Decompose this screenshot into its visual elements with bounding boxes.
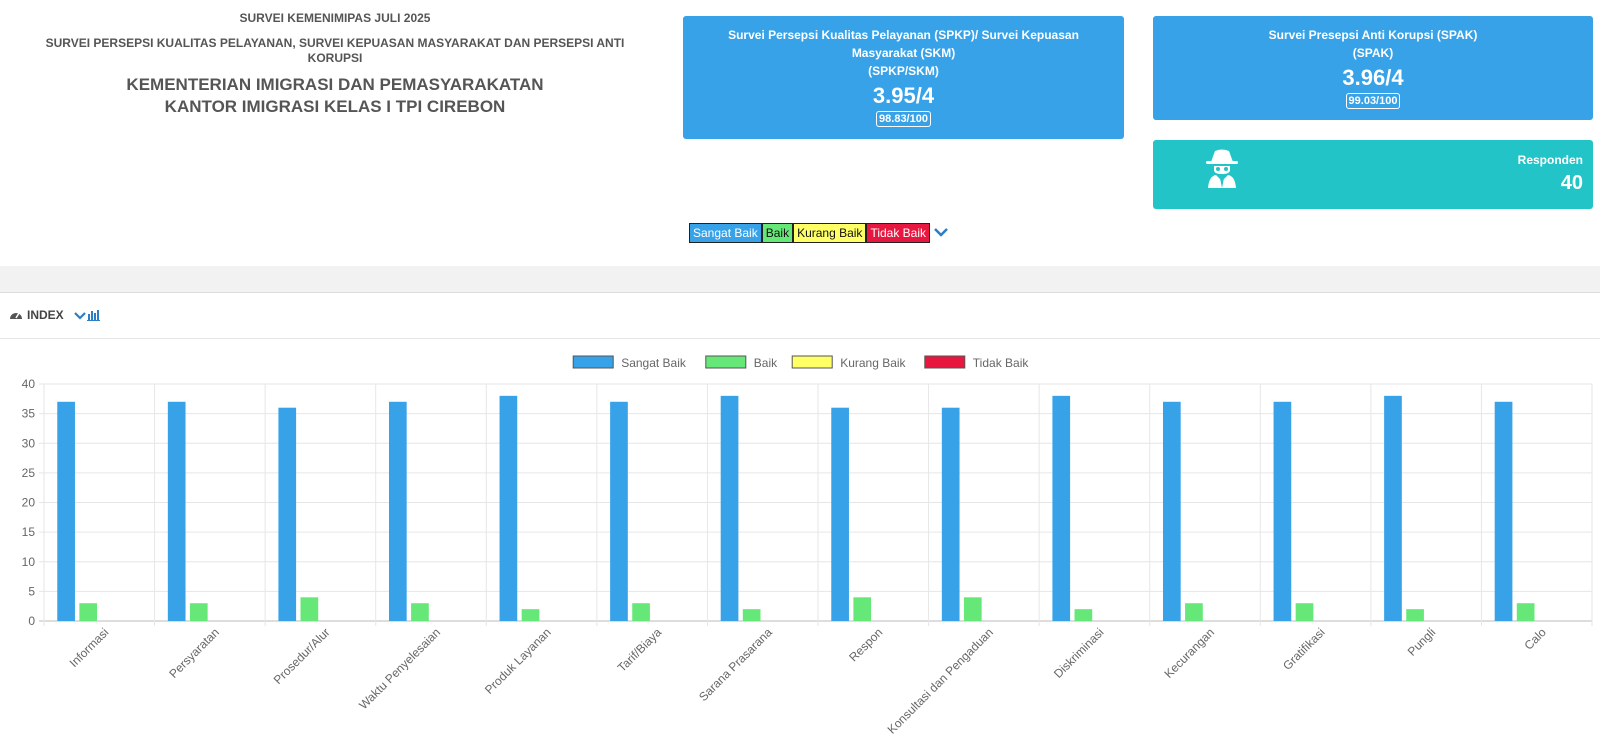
bar-sangat-baik: [1273, 401, 1292, 621]
x-tick-label: Kecurangan: [1161, 625, 1217, 681]
index-bar-chart: 0 5 10 15 20 25 30 35 40 Informasi Persyaratan Pros…: [22, 355, 1593, 737]
legend-swatch: [791, 355, 833, 369]
bar-baik: [853, 597, 872, 621]
x-tick-label: Waktu Penyelesaian: [356, 625, 443, 712]
spak-card-title-line1: Survei Presepsi Anti Korupsi (SPAK): [1268, 28, 1478, 42]
x-tick-label: Gratifikasi: [1280, 625, 1328, 673]
bar-sangat-baik: [1494, 401, 1513, 621]
spkp-card-title-line1: Survei Persepsi Kualitas Pelayanan (SPKP…: [728, 28, 1079, 60]
x-tick-label: Produk Layanan: [482, 625, 554, 697]
bar-baik: [963, 597, 982, 621]
respondent-label: Responden: [1517, 153, 1583, 167]
legend-label: Sangat Baik: [621, 356, 687, 370]
bar-sangat-baik: [831, 407, 849, 621]
x-tick-label: Konsultasi dan Pengaduan: [885, 625, 996, 736]
bar-baik: [632, 603, 650, 621]
y-tick-label: 25: [22, 466, 36, 480]
legend-label: Tidak Baik: [973, 356, 1030, 370]
bar-baik: [1185, 603, 1203, 621]
spy-icon: [1206, 149, 1238, 188]
legend-label: Kurang Baik: [840, 356, 906, 370]
spak-score-pill: 99.03/100: [1345, 93, 1401, 109]
filter-tidak-baik-button[interactable]: Tidak Baik: [866, 223, 931, 243]
respondent-count: 40: [1560, 172, 1583, 194]
spkp-score: 3.95/4: [872, 83, 935, 108]
bar-baik: [1295, 603, 1314, 621]
chevron-down-icon[interactable]: [932, 223, 950, 241]
y-tick-label: 30: [22, 436, 36, 450]
office-title: KEMENTERIAN IMIGRASI DAN PEMASYARAKATAN …: [15, 74, 655, 118]
bar-sangat-baik: [278, 407, 297, 621]
office-title-line2: KANTOR IMIGRASI KELAS I TPI CIREBON: [164, 97, 506, 116]
bar-baik: [300, 597, 319, 621]
spak-card-title: Survei Presepsi Anti Korupsi (SPAK) (SPA…: [1153, 16, 1593, 62]
bar-sangat-baik: [1384, 395, 1402, 621]
bar-sangat-baik: [610, 401, 628, 621]
bar-baik: [79, 603, 98, 621]
spkp-card-title: Survei Persepsi Kualitas Pelayanan (SPKP…: [683, 16, 1124, 80]
category-filter-buttons: Sangat Baik Baik Kurang Baik Tidak Baik: [689, 223, 950, 243]
spak-card-title-line2: (SPAK): [1352, 46, 1394, 60]
filter-kurang-baik-button[interactable]: Kurang Baik: [793, 223, 867, 243]
y-tick-label: 40: [22, 377, 36, 391]
section-divider: [0, 266, 1600, 293]
y-tick-label: 5: [28, 584, 35, 598]
legend-swatch: [705, 355, 747, 369]
bar-sangat-baik: [1162, 401, 1181, 621]
bar-sangat-baik: [57, 401, 75, 621]
x-tick-label: Persyaratan: [166, 625, 222, 681]
spak-score: 3.96/4: [1342, 65, 1404, 90]
survey-subtitle: SURVEI PERSEPSI KUALITAS PELAYANAN, SURV…: [45, 36, 625, 65]
legend-swatch: [924, 355, 966, 369]
survey-period-title: SURVEI KEMENIMIPAS JULI 2025: [239, 11, 431, 25]
respondent-card: Responden 40: [1153, 140, 1593, 209]
spkp-score-pill: 98.83/100: [876, 111, 931, 127]
y-tick-label: 35: [22, 407, 36, 421]
x-tick-label: Prosedur/Alur: [271, 625, 333, 687]
chart-toggle-icon[interactable]: [74, 307, 102, 323]
y-tick-label: 0: [28, 614, 35, 628]
bar-baik: [411, 603, 429, 621]
index-label: INDEX: [27, 308, 64, 322]
bar-sangat-baik: [941, 407, 960, 621]
filter-sangat-baik-button[interactable]: Sangat Baik: [689, 223, 762, 243]
office-title-line1: KEMENTERIAN IMIGRASI DAN PEMASYARAKATAN: [126, 75, 544, 94]
bar-sangat-baik: [167, 401, 186, 621]
bar-sangat-baik: [720, 395, 739, 621]
x-tick-label: Calo: [1521, 625, 1549, 653]
spak-score-card: Survei Presepsi Anti Korupsi (SPAK) (SPA…: [1153, 16, 1593, 120]
y-tick-label: 15: [22, 525, 36, 539]
bar-baik: [1074, 609, 1093, 621]
tachometer-icon: [10, 312, 22, 319]
bar-sangat-baik: [1052, 395, 1071, 621]
bar-baik: [1406, 609, 1424, 621]
bar-baik: [189, 603, 208, 621]
y-tick-label: 20: [22, 496, 36, 510]
bar-baik: [742, 609, 761, 621]
spkp-card-title-line2: (SPKP/SKM): [868, 64, 939, 78]
bar-baik: [1516, 603, 1535, 621]
legend-swatch: [572, 355, 614, 369]
x-tick-label: Informasi: [67, 625, 112, 670]
x-tick-label: Tarif/Biaya: [615, 625, 665, 675]
legend-label: Baik: [754, 356, 778, 370]
bar-sangat-baik: [499, 395, 518, 621]
x-tick-label: Sarana Prasarana: [696, 625, 775, 704]
x-tick-label: Pungli: [1405, 625, 1438, 658]
index-panel-header: INDEX: [0, 294, 1600, 339]
bar-sangat-baik: [388, 401, 407, 621]
filter-baik-button[interactable]: Baik: [761, 223, 794, 243]
bar-baik: [521, 609, 540, 621]
y-tick-label: 10: [22, 555, 36, 569]
spkp-score-card: Survei Persepsi Kualitas Pelayanan (SPKP…: [683, 16, 1124, 139]
index-heading: INDEX: [9, 308, 64, 322]
x-tick-label: Respon: [846, 625, 885, 664]
x-tick-label: Diskriminasi: [1051, 625, 1107, 681]
